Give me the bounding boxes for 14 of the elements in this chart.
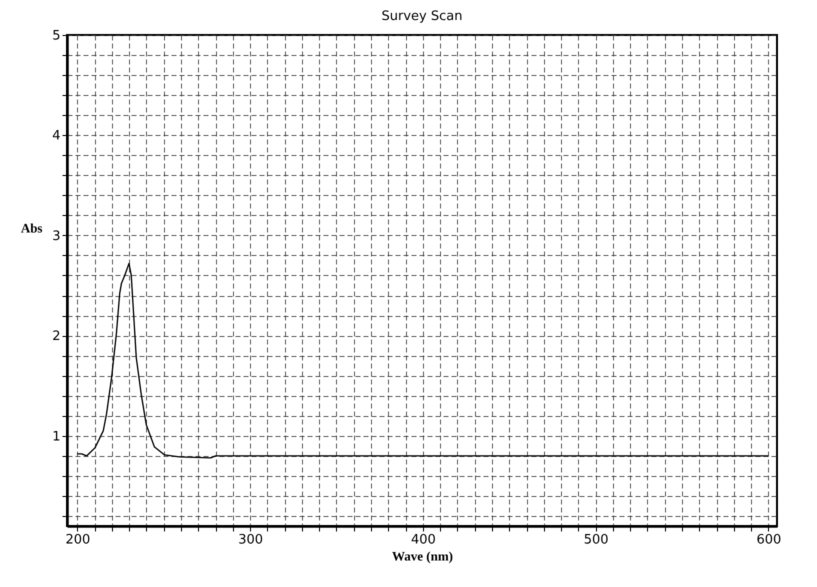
y-tick-label: 2 — [52, 329, 60, 344]
x-tick-label: 400 — [410, 532, 436, 548]
x-axis-title: Wave (nm) — [392, 548, 454, 564]
y-tick-label: 3 — [52, 228, 60, 244]
y-tick-label: 4 — [52, 128, 60, 144]
y-tick-label: 5 — [52, 28, 60, 44]
chart-title: Survey Scan — [382, 9, 462, 24]
line-series — [76, 262, 770, 459]
y-tick-label: 1 — [52, 429, 60, 444]
x-tick-label: 500 — [584, 532, 609, 548]
x-tick-label: 600 — [756, 532, 782, 548]
x-tick-label: 200 — [65, 532, 90, 548]
y-axis-title: Abs — [20, 220, 42, 236]
x-tick-label: 300 — [238, 532, 264, 548]
